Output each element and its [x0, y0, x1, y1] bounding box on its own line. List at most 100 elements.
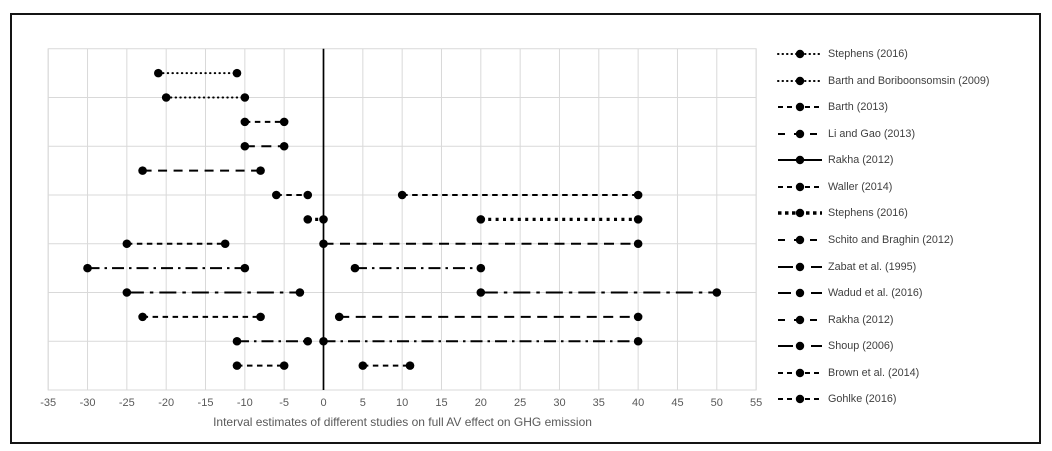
data-point-marker	[256, 166, 265, 175]
legend-item: Stephens (2016)	[777, 46, 908, 62]
legend-label: Barth and Boriboonsomsin (2009)	[828, 74, 990, 87]
data-point-marker	[279, 361, 289, 370]
legend-label: Li and Gao (2013)	[828, 127, 916, 140]
x-tick-label: -10	[236, 397, 253, 409]
x-tick-label: 20	[474, 397, 487, 409]
data-point-marker	[712, 288, 722, 297]
data-point-marker	[295, 288, 305, 297]
legend-line-sample-icon	[778, 102, 822, 112]
legend-item: Waller (2014)	[777, 179, 892, 195]
x-tick-label: -35	[40, 397, 57, 409]
data-point-marker	[161, 93, 171, 102]
legend-sample-marker	[795, 368, 805, 378]
legend-sample-marker	[795, 235, 805, 245]
data-point-marker	[232, 336, 242, 346]
data-point-marker	[633, 190, 643, 200]
legend-item: Barth (2013)	[777, 99, 888, 115]
legend-label: Stephens (2016)	[828, 207, 908, 220]
data-point-marker	[319, 239, 328, 249]
data-point-marker	[476, 215, 486, 224]
legend-line-sample-icon	[778, 235, 822, 245]
x-tick-label: -5	[279, 397, 290, 409]
data-point-marker	[319, 215, 328, 224]
legend-item: Gohlke (2016)	[777, 391, 896, 407]
data-point-marker	[405, 361, 415, 370]
legend-line-sample-icon	[778, 342, 822, 351]
legend-item: Wadud et al. (2016)	[777, 285, 922, 301]
x-tick-label: -20	[158, 397, 175, 409]
data-point-marker	[397, 190, 407, 200]
data-point-marker	[232, 361, 242, 370]
data-point-marker	[476, 288, 486, 297]
data-point-marker	[303, 190, 313, 200]
data-point-marker	[122, 288, 132, 297]
data-point-marker	[358, 361, 368, 370]
data-point-marker	[350, 263, 360, 273]
data-point-marker	[240, 263, 250, 273]
x-tick-label: 40	[632, 397, 645, 409]
x-tick-label: 0	[320, 397, 327, 409]
legend-line-sample-icon	[778, 182, 822, 192]
legend-line-sample-icon	[778, 368, 822, 378]
legend-item: Rakha (2012)	[777, 312, 893, 328]
data-point-marker	[83, 263, 92, 273]
data-point-marker	[334, 312, 344, 322]
legend-line-sample-icon	[777, 76, 823, 85]
legend-line-sample-icon	[777, 49, 823, 59]
data-point-marker	[220, 239, 230, 249]
legend-sample-marker	[795, 315, 805, 324]
x-tick-label: 30	[553, 397, 566, 409]
legend-label: Gohlke (2016)	[828, 393, 897, 406]
legend-item: Zabat et al. (1995)	[777, 259, 916, 275]
legend-sample-marker	[795, 49, 805, 59]
legend-line-sample-icon	[778, 209, 822, 218]
data-point-marker	[303, 215, 313, 224]
plot-frame	[47, 48, 757, 391]
legend-sample-marker	[795, 395, 805, 404]
legend-label: Brown et al. (2014)	[828, 366, 920, 379]
data-point-marker	[633, 239, 643, 249]
legend-line-sample-icon	[778, 395, 822, 404]
data-point-marker	[240, 141, 250, 151]
legend-item: Li and Gao (2013)	[777, 126, 915, 142]
legend-label: Waller (2014)	[828, 180, 893, 193]
x-tick-label: 55	[750, 397, 763, 409]
legend-label: Shoup (2006)	[828, 340, 894, 353]
data-point-marker	[633, 215, 643, 224]
data-point-marker	[138, 166, 147, 175]
x-tick-label: 50	[710, 397, 723, 409]
data-point-marker	[138, 312, 147, 322]
data-point-marker	[122, 239, 132, 249]
data-point-marker	[633, 312, 643, 322]
data-point-marker	[232, 68, 242, 78]
legend-line-sample-icon	[778, 262, 822, 271]
legend-item: Rakha (2012)	[777, 152, 893, 168]
x-tick-label: -30	[79, 397, 96, 409]
legend-line-sample-icon	[778, 315, 822, 324]
legend-sample-marker	[795, 288, 805, 298]
x-tick-label: 10	[396, 397, 409, 409]
data-point-marker	[319, 336, 328, 346]
data-point-marker	[303, 336, 313, 346]
legend-label: Wadud et al. (2016)	[828, 287, 923, 300]
legend-label: Schito and Braghin (2012)	[828, 233, 954, 246]
legend-sample-marker	[795, 262, 805, 271]
data-point-marker	[272, 190, 281, 200]
x-tick-label: 15	[435, 397, 448, 409]
legend-sample-marker	[795, 129, 805, 138]
data-point-marker	[240, 93, 250, 102]
x-tick-label: 25	[514, 397, 527, 409]
legend-label: Rakha (2012)	[828, 313, 894, 326]
legend-label: Rakha (2012)	[828, 154, 894, 167]
legend-item: Barth and Boriboonsomsin (2009)	[777, 73, 989, 89]
legend-item: Shoup (2006)	[777, 338, 893, 354]
legend-label: Zabat et al. (1995)	[828, 260, 917, 273]
legend-sample-marker	[795, 156, 805, 165]
legend-label: Stephens (2016)	[828, 48, 908, 60]
legend-item: Stephens (2016)	[777, 205, 908, 221]
x-tick-label: 5	[359, 397, 366, 409]
data-point-marker	[476, 263, 486, 273]
